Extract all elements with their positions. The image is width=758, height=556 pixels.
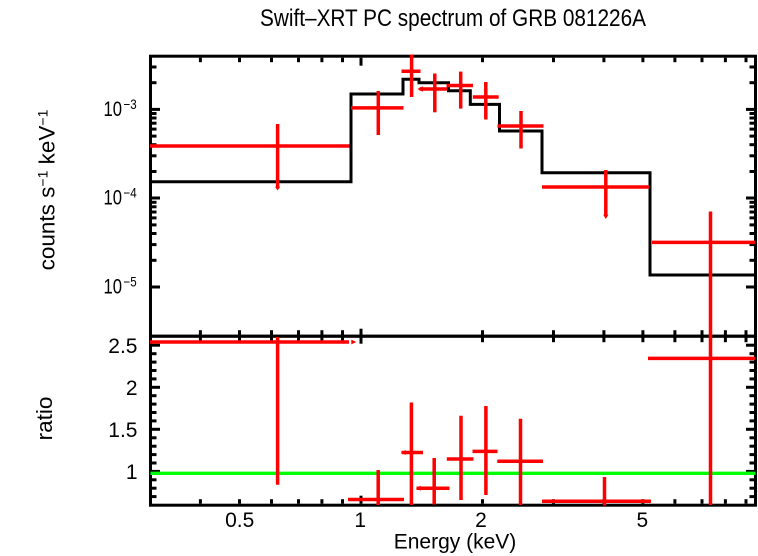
svg-text:2: 2: [475, 509, 487, 532]
svg-text:10: 10: [104, 98, 123, 121]
svg-text:10: 10: [104, 186, 123, 209]
svg-text:Swift–XRT PC spectrum of GRB 0: Swift–XRT PC spectrum of GRB 081226A: [260, 6, 646, 32]
svg-text:−3: −3: [124, 97, 137, 112]
svg-text:−5: −5: [124, 275, 137, 290]
svg-text:−4: −4: [124, 186, 138, 201]
svg-text:1.5: 1.5: [108, 419, 137, 442]
svg-text:Energy (keV): Energy (keV): [394, 530, 517, 553]
svg-text:0.5: 0.5: [225, 509, 254, 532]
svg-text:ratio: ratio: [32, 397, 57, 441]
svg-text:counts s−1 keV−1: counts s−1 keV−1: [35, 109, 60, 270]
svg-text:1: 1: [126, 461, 138, 484]
svg-text:10: 10: [104, 275, 123, 298]
svg-text:2: 2: [126, 377, 138, 400]
svg-text:1: 1: [354, 509, 366, 532]
svg-text:2.5: 2.5: [108, 335, 137, 358]
svg-text:5: 5: [637, 509, 649, 532]
